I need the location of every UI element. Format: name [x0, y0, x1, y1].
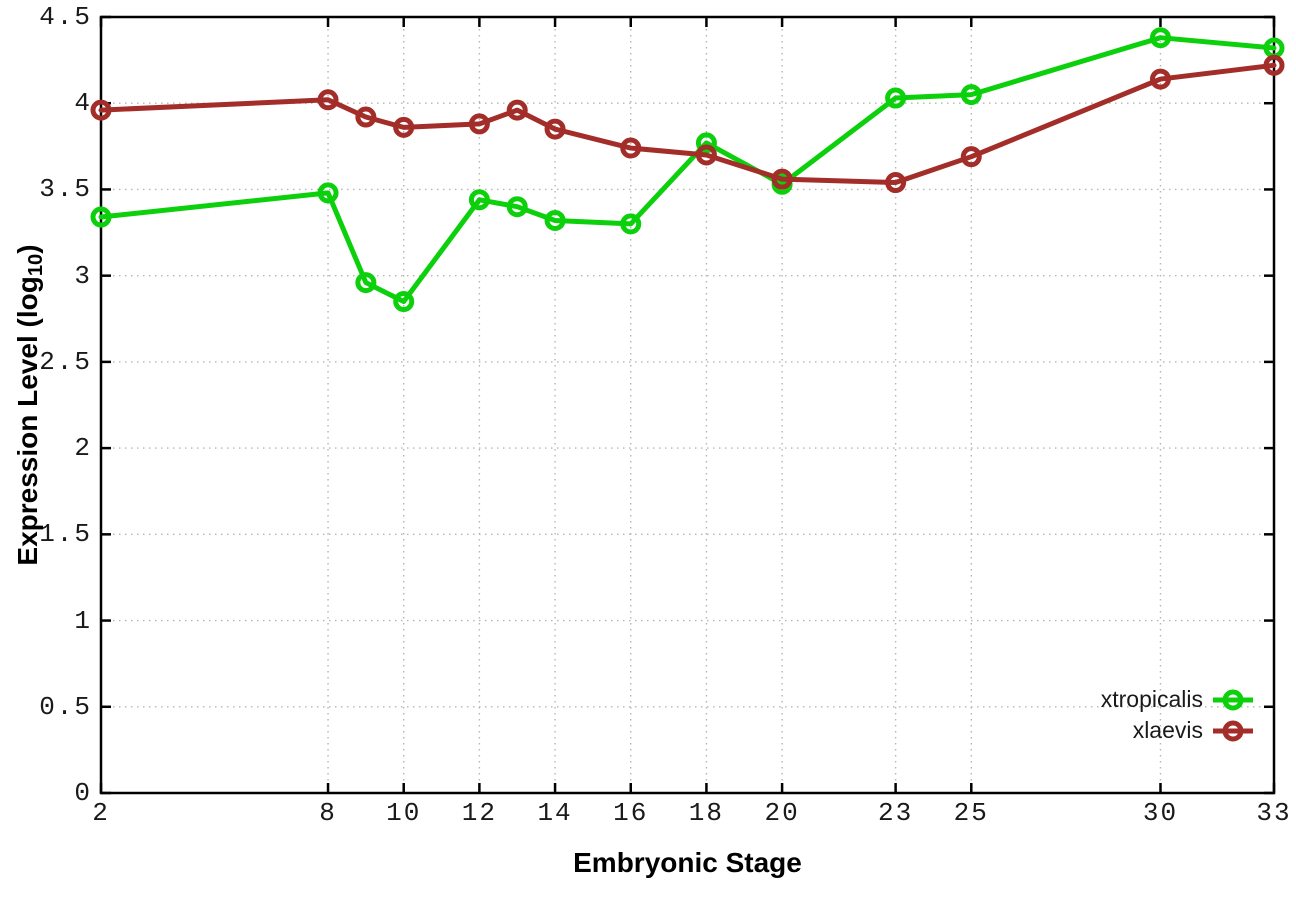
y-axis-title: Expression Level (log10): [6, 115, 50, 695]
y-tick-label: 0: [74, 778, 92, 808]
y-tick-label: 3.5: [39, 174, 92, 205]
y-tick-label: 2: [74, 433, 92, 464]
x-tick-label: 18: [688, 798, 725, 828]
y-tick-label: 1: [74, 605, 92, 636]
y-tick-label: 1.5: [39, 519, 92, 550]
x-tick-label: 12: [461, 798, 497, 828]
xlaevis-series-marker-icon: [1213, 720, 1253, 741]
y-tick-label: 2.5: [39, 346, 92, 377]
x-tick-label: 14: [537, 798, 573, 828]
y-tick-label: 4: [74, 88, 92, 119]
x-tick-label: 23: [878, 798, 914, 828]
x-tick-label: 2: [92, 798, 110, 828]
y-axis-title-suffix: ): [12, 244, 43, 254]
legend-entry-xlaevis: xlaevis: [1101, 715, 1254, 746]
x-tick-label: 33: [1256, 798, 1292, 828]
x-tick-label: 10: [386, 798, 422, 828]
x-tick-label: 8: [319, 798, 337, 828]
y-tick-label: 3: [74, 260, 92, 291]
legend: xtropicalis xlaevis: [1101, 684, 1254, 746]
x-tick-label: 30: [1142, 798, 1179, 828]
x-tick-label: 20: [764, 798, 800, 828]
legend-label: xlaevis: [1132, 717, 1203, 743]
xtropicalis-series-marker-icon: [1213, 689, 1253, 710]
y-tick-label: 0.5: [39, 691, 92, 722]
x-tick-label: 25: [953, 798, 989, 828]
x-axis-title: Embryonic Stage: [573, 847, 802, 878]
y-tick-label: 4.5: [39, 2, 92, 32]
y-axis-title-text: Expression Level (log: [12, 276, 43, 566]
x-tick-label: 16: [613, 798, 649, 828]
legend-label: xtropicalis: [1100, 686, 1203, 712]
legend-entry-xtropicalis: xtropicalis: [1101, 684, 1254, 715]
y-axis-title-subscript: 10: [25, 253, 48, 277]
